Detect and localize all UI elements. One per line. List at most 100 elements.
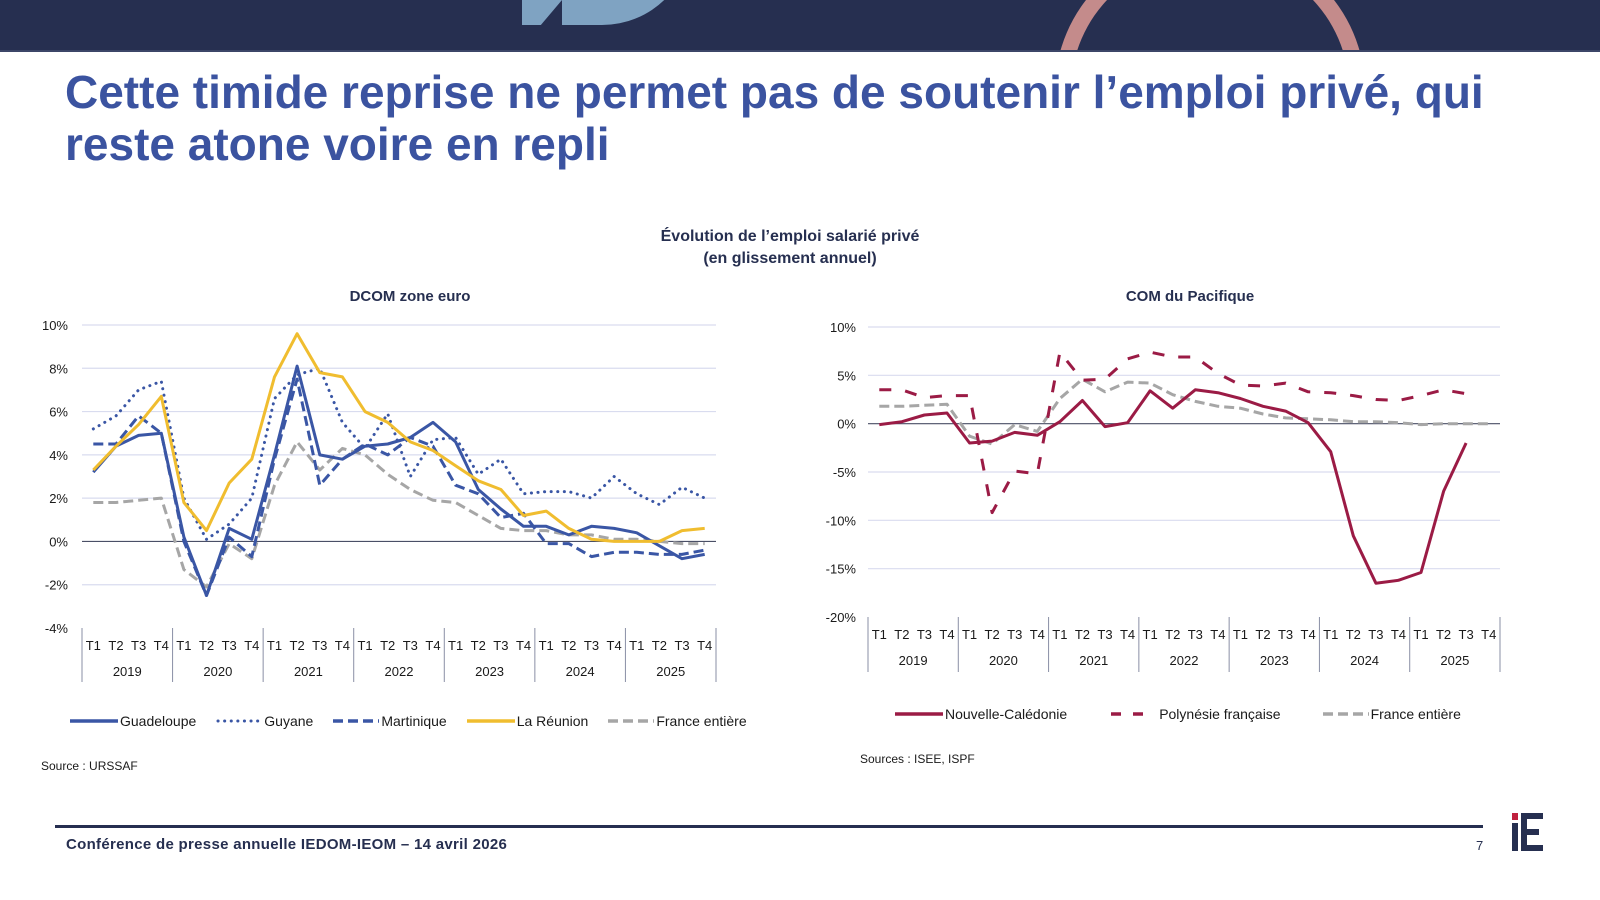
chart-main-title-line2: (en glissement annuel) bbox=[703, 250, 877, 267]
legend-item-france-entiere: France entière bbox=[1322, 706, 1461, 722]
legend-item-guyane: Guyane bbox=[216, 713, 313, 729]
right-quarter-label: T3 bbox=[1459, 627, 1474, 642]
legend-item-france-entiere: France entière bbox=[608, 713, 747, 729]
left-year-label: 2020 bbox=[203, 664, 232, 679]
right-year-label: 2019 bbox=[899, 653, 928, 668]
left-quarter-label: T3 bbox=[403, 638, 418, 653]
right-quarter-label: T3 bbox=[917, 627, 932, 642]
left-quarter-label: T1 bbox=[448, 638, 463, 653]
left-series-martinique bbox=[93, 377, 705, 597]
right-quarter-label: T2 bbox=[1346, 627, 1361, 642]
iedom-logo-icon bbox=[1512, 813, 1543, 851]
right-quarter-label: T4 bbox=[1210, 627, 1225, 642]
left-quarter-label: T2 bbox=[380, 638, 395, 653]
right-year-label: 2025 bbox=[1440, 653, 1469, 668]
left-quarter-label: T1 bbox=[357, 638, 372, 653]
right-quarter-label: T1 bbox=[872, 627, 887, 642]
left-year-label: 2024 bbox=[566, 664, 595, 679]
right-ytick-label: 0% bbox=[837, 417, 856, 432]
right-quarter-label: T3 bbox=[1097, 627, 1112, 642]
legend-swatch-longdash-crimson bbox=[1111, 712, 1156, 716]
right-ytick-label: 5% bbox=[837, 368, 856, 383]
page-number: 7 bbox=[1476, 838, 1484, 853]
header-banner bbox=[0, 0, 1600, 52]
right-ytick-label: -20% bbox=[826, 610, 857, 625]
legend-label: Guyane bbox=[264, 713, 314, 729]
left-year-label: 2021 bbox=[294, 664, 323, 679]
left-quarter-label: T2 bbox=[199, 638, 214, 653]
right-quarter-label: T2 bbox=[1255, 627, 1270, 642]
right-quarter-label: T1 bbox=[1143, 627, 1158, 642]
left-series-guyane bbox=[91, 366, 707, 541]
left-year-label: 2019 bbox=[113, 664, 142, 679]
right-quarter-label: T1 bbox=[1052, 627, 1067, 642]
slide-title: Cette timide reprise ne permet pas de so… bbox=[65, 66, 1484, 170]
legend-swatch-solid-blue bbox=[70, 719, 118, 723]
legend-label: Polynésie française bbox=[1159, 706, 1281, 722]
left-series-la-reunion bbox=[92, 332, 705, 543]
left-quarter-label: T4 bbox=[607, 638, 622, 653]
left-quarter-label: T1 bbox=[86, 638, 101, 653]
right-quarter-label: T1 bbox=[1323, 627, 1338, 642]
legend-item-la-reunion: La Réunion bbox=[466, 713, 588, 729]
right-quarter-label: T1 bbox=[962, 627, 977, 642]
header-divider bbox=[0, 50, 1600, 52]
legend-label: Nouvelle-Calédonie bbox=[945, 706, 1068, 722]
right-quarter-label: T2 bbox=[985, 627, 1000, 642]
right-quarter-label: T1 bbox=[1233, 627, 1248, 642]
left-quarter-label: T3 bbox=[312, 638, 327, 653]
left-quarter-label: T3 bbox=[222, 638, 237, 653]
right-quarter-label: T4 bbox=[1481, 627, 1496, 642]
left-quarter-label: T3 bbox=[493, 638, 508, 653]
right-quarter-label: T3 bbox=[1188, 627, 1203, 642]
right-quarter-label: T1 bbox=[1413, 627, 1428, 642]
left-quarter-label: T2 bbox=[108, 638, 123, 653]
left-ytick-label: -2% bbox=[45, 578, 69, 593]
right-quarter-label: T2 bbox=[894, 627, 909, 642]
legend-swatch-dashed-gray bbox=[1322, 712, 1369, 716]
left-year-label: 2022 bbox=[385, 664, 414, 679]
legend-item-nouvelle-caledonie: Nouvelle-Calédonie bbox=[895, 706, 1067, 722]
legend-item-martinique: Martinique bbox=[333, 713, 447, 729]
right-quarter-label: T3 bbox=[1007, 627, 1022, 642]
right-chart-source: Sources : ISEE, ISPF bbox=[860, 752, 975, 766]
left-series-france-entiere bbox=[93, 440, 705, 589]
left-quarter-label: T1 bbox=[267, 638, 282, 653]
left-quarter-label: T4 bbox=[425, 638, 440, 653]
right-ytick-label: -10% bbox=[826, 513, 857, 528]
left-quarter-label: T4 bbox=[697, 638, 712, 653]
right-year-label: 2020 bbox=[989, 653, 1018, 668]
left-quarter-label: T1 bbox=[629, 638, 644, 653]
footer-divider bbox=[55, 825, 1483, 828]
right-quarter-label: T2 bbox=[1075, 627, 1090, 642]
left-ytick-label: 0% bbox=[49, 534, 68, 549]
left-quarter-label: T1 bbox=[176, 638, 191, 653]
legend-swatch-solid-crimson bbox=[895, 712, 943, 716]
legend-label: Martinique bbox=[381, 713, 447, 729]
left-quarter-label: T1 bbox=[539, 638, 554, 653]
legend-swatch-dashed-gray bbox=[608, 719, 655, 723]
right-series-france-entiere bbox=[879, 377, 1489, 446]
left-ytick-label: 8% bbox=[49, 361, 68, 376]
legend-swatch-dashed-blue bbox=[333, 719, 380, 723]
left-quarter-label: T4 bbox=[516, 638, 531, 653]
right-quarter-label: T4 bbox=[1030, 627, 1045, 642]
left-year-label: 2023 bbox=[475, 664, 504, 679]
right-chart-title: COM du Pacifique bbox=[1125, 288, 1255, 305]
right-series-polynesie-francaise bbox=[879, 350, 1467, 515]
legend-swatch-dotted-blue bbox=[216, 719, 262, 723]
left-quarter-label: T2 bbox=[471, 638, 486, 653]
right-ytick-label: -15% bbox=[826, 562, 857, 577]
right-ytick-label: -5% bbox=[833, 465, 857, 480]
left-quarter-label: T4 bbox=[244, 638, 259, 653]
chart-main-title: Évolution de l’emploi salarié privé (en … bbox=[560, 226, 1020, 270]
left-ytick-label: 6% bbox=[49, 405, 68, 420]
left-quarter-label: T2 bbox=[290, 638, 305, 653]
right-quarter-label: T4 bbox=[1391, 627, 1406, 642]
right-quarter-label: T3 bbox=[1368, 627, 1383, 642]
right-year-label: 2024 bbox=[1350, 653, 1379, 668]
right-quarter-label: T2 bbox=[1436, 627, 1451, 642]
left-chart-legend: Guadeloupe Guyane Martinique La Réunion … bbox=[70, 713, 767, 729]
left-ytick-label: 4% bbox=[49, 448, 68, 463]
